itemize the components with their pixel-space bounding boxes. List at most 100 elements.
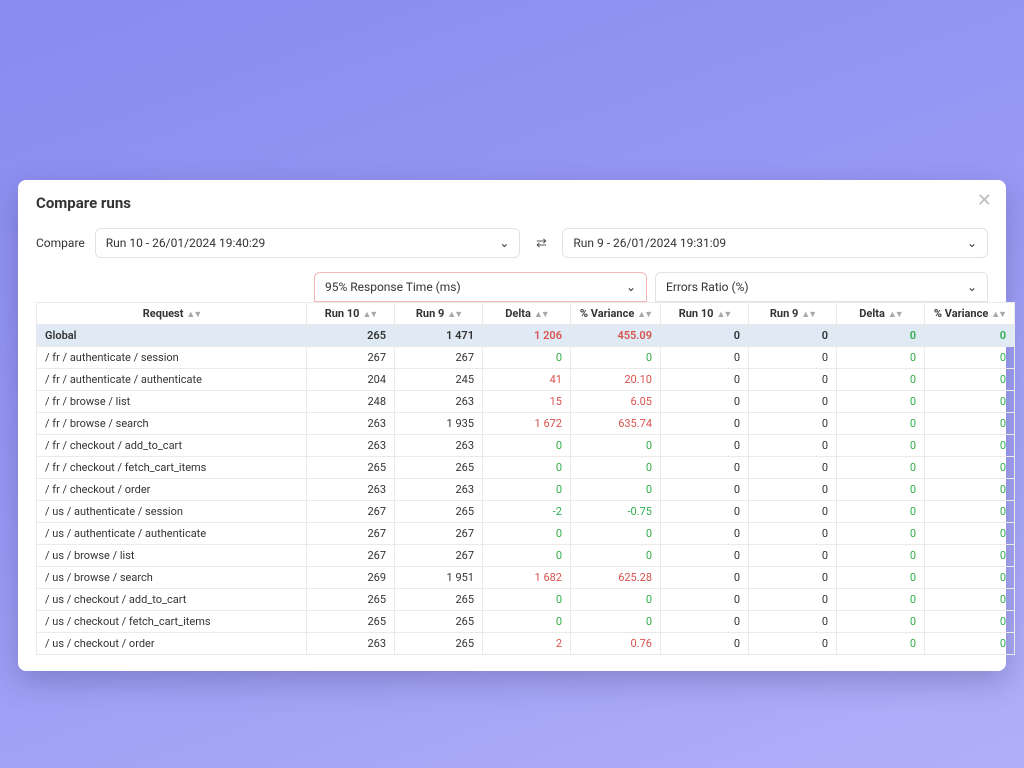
a-run10: 267 [307,523,395,545]
request-cell: / us / browse / search [37,567,307,589]
sort-icon: ▲▼ [888,310,902,320]
a-run9: 263 [395,435,483,457]
run-a-select[interactable]: Run 10 - 26/01/2024 19:40:29 ⌄ [95,228,521,258]
sort-icon: ▲▼ [362,310,376,320]
close-button[interactable]: ✕ [977,190,992,211]
a-variance: 0 [571,589,661,611]
a-run10: 263 [307,413,395,435]
b-run9: 0 [749,413,837,435]
b-run10: 0 [661,479,749,501]
a-run10: 263 [307,435,395,457]
run-selector-row: Compare Run 10 - 26/01/2024 19:40:29 ⌄ ⇄… [36,228,988,258]
a-delta: 1 206 [483,325,571,347]
table-row: / fr / checkout / add_to_cart26326300000… [37,435,1015,457]
b-run9: 0 [749,567,837,589]
col-a-variance[interactable]: % Variance▲▼ [571,303,661,325]
request-cell: / fr / authenticate / authenticate [37,369,307,391]
b-run9: 0 [749,611,837,633]
b-run10: 0 [661,567,749,589]
metric-a-value: 95% Response Time (ms) [325,280,461,294]
col-b-run10[interactable]: Run 10▲▼ [661,303,749,325]
b-run10: 0 [661,545,749,567]
a-run10: 265 [307,611,395,633]
b-run10: 0 [661,369,749,391]
a-run9: 265 [395,611,483,633]
a-variance: 20.10 [571,369,661,391]
a-variance: 6.05 [571,391,661,413]
b-variance: 0 [925,369,1015,391]
b-variance: 0 [925,435,1015,457]
a-run9: 245 [395,369,483,391]
b-variance: 0 [925,633,1015,655]
a-delta: 2 [483,633,571,655]
b-run9: 0 [749,435,837,457]
b-run10: 0 [661,391,749,413]
sort-icon: ▲▼ [716,310,730,320]
a-delta: -2 [483,501,571,523]
b-delta: 0 [837,347,925,369]
request-cell: / us / checkout / fetch_cart_items [37,611,307,633]
request-cell: / us / checkout / order [37,633,307,655]
a-variance: 0 [571,479,661,501]
b-delta: 0 [837,457,925,479]
a-run9: 265 [395,633,483,655]
b-run9: 0 [749,479,837,501]
b-run9: 0 [749,369,837,391]
a-run9: 263 [395,391,483,413]
a-variance: 625.28 [571,567,661,589]
metric-b-select[interactable]: Errors Ratio (%) ⌄ [655,272,988,302]
b-variance: 0 [925,457,1015,479]
col-b-run9[interactable]: Run 9▲▼ [749,303,837,325]
b-variance: 0 [925,567,1015,589]
a-delta: 0 [483,347,571,369]
metric-a-select[interactable]: 95% Response Time (ms) ⌄ [314,272,647,302]
table-row: / fr / authenticate / session26726700000… [37,347,1015,369]
col-a-run10[interactable]: Run 10▲▼ [307,303,395,325]
table-row: / us / browse / search2691 9511 682625.2… [37,567,1015,589]
b-run9: 0 [749,523,837,545]
table-row: / fr / checkout / order263263000000 [37,479,1015,501]
a-variance: 0 [571,611,661,633]
b-run9: 0 [749,457,837,479]
b-delta: 0 [837,589,925,611]
b-delta: 0 [837,611,925,633]
b-run10: 0 [661,611,749,633]
b-run9: 0 [749,633,837,655]
b-run10: 0 [661,523,749,545]
a-delta: 0 [483,523,571,545]
col-b-variance[interactable]: % Variance▲▼ [925,303,1015,325]
b-delta: 0 [837,567,925,589]
request-cell: / fr / checkout / order [37,479,307,501]
sort-icon: ▲▼ [186,310,200,320]
table-row: Global2651 4711 206455.090000 [37,325,1015,347]
col-a-delta[interactable]: Delta▲▼ [483,303,571,325]
col-b-delta[interactable]: Delta▲▼ [837,303,925,325]
a-run10: 267 [307,545,395,567]
col-request[interactable]: Request▲▼ [37,303,307,325]
table-row: / us / checkout / order26326520.760000 [37,633,1015,655]
swap-icon: ⇄ [536,235,547,251]
table-row: / us / checkout / add_to_cart26526500000… [37,589,1015,611]
b-delta: 0 [837,435,925,457]
b-run9: 0 [749,347,837,369]
run-b-select[interactable]: Run 9 - 26/01/2024 19:31:09 ⌄ [562,228,988,258]
a-variance: 455.09 [571,325,661,347]
request-cell: / fr / checkout / fetch_cart_items [37,457,307,479]
sort-icon: ▲▼ [534,310,548,320]
run-a-value: Run 10 - 26/01/2024 19:40:29 [106,236,265,250]
a-variance: 0 [571,523,661,545]
b-delta: 0 [837,545,925,567]
col-a-run9[interactable]: Run 9▲▼ [395,303,483,325]
b-variance: 0 [925,545,1015,567]
compare-label: Compare [36,236,85,250]
compare-runs-panel: ✕ Compare runs Compare Run 10 - 26/01/20… [18,180,1006,671]
a-run10: 204 [307,369,395,391]
sort-icon: ▲▼ [991,310,1005,320]
a-variance: -0.75 [571,501,661,523]
sort-icon: ▲▼ [447,310,461,320]
a-delta: 1 682 [483,567,571,589]
chevron-down-icon: ⌄ [499,236,509,250]
a-variance: 0 [571,435,661,457]
b-run10: 0 [661,413,749,435]
swap-runs-button[interactable]: ⇄ [530,232,552,254]
